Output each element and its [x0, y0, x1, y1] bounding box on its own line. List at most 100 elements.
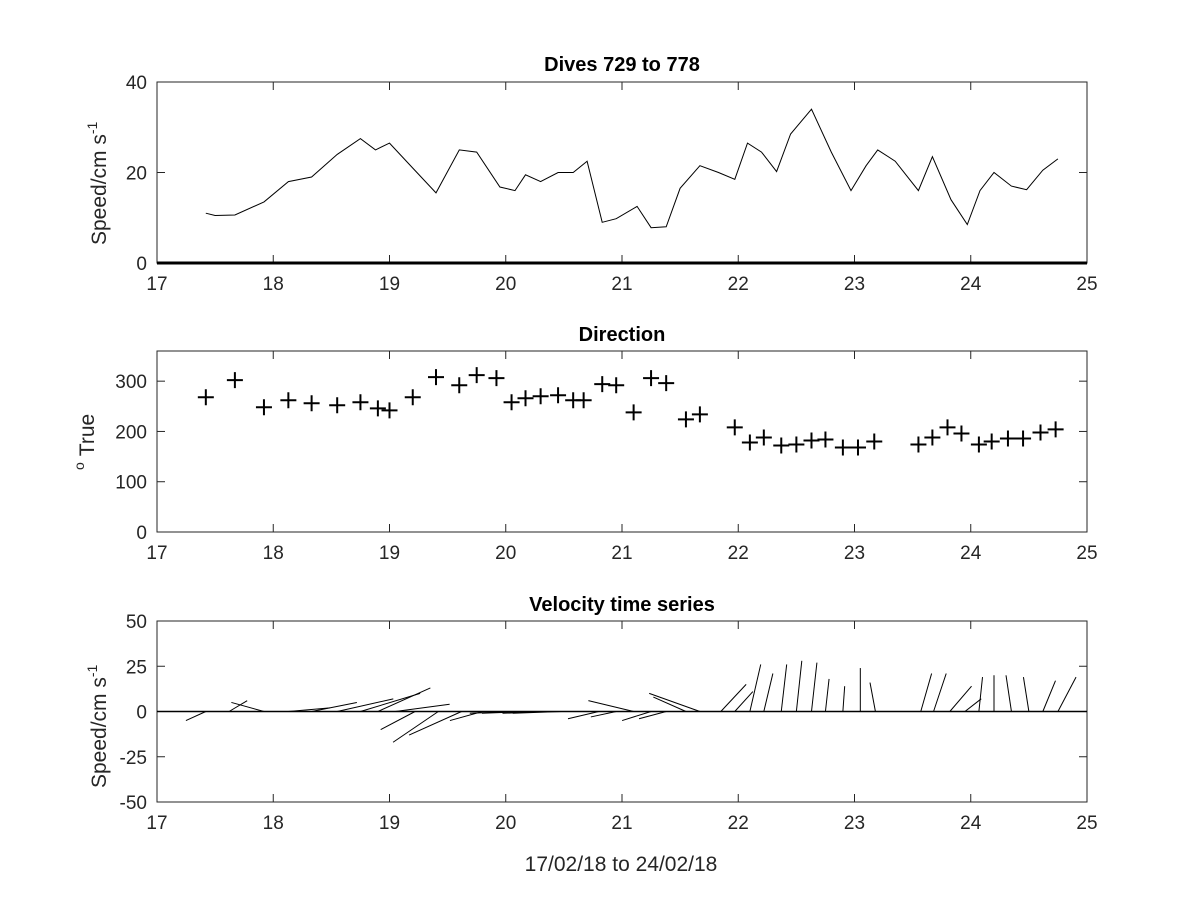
direction-axes-box [156, 350, 1088, 533]
direction-point [817, 431, 834, 448]
direction-panel: Direction 17 18 19 20 21 22 23 24 25 0 100 200 300 o… [71, 324, 1098, 564]
direction-point [352, 394, 369, 411]
direction-point [924, 429, 941, 446]
velocity-vector [649, 692, 701, 712]
direction-point [625, 404, 642, 421]
direction-y-tick-label: 100 [115, 473, 147, 494]
speed-chart-title: Dives 729 to 778 [544, 54, 700, 76]
direction-axis-ticks: 17 18 19 20 21 22 23 24 25 0 100 200 300 [115, 351, 1098, 564]
speed-y-tick-label: 20 [126, 164, 147, 185]
velocity-vector [780, 664, 788, 712]
velocity-vector [920, 673, 933, 712]
speed-y-axis-label: Speed/cm s-1 [84, 121, 111, 245]
velocity-vector [763, 673, 774, 712]
velocity-y-axis-label-superscript: -1 [84, 664, 100, 677]
velocity-y-tick-label: 25 [126, 657, 147, 678]
direction-point [608, 377, 625, 394]
velocity-vector [824, 678, 830, 712]
velocity-x-tick-label: 24 [960, 813, 982, 834]
velocity-vector [392, 711, 439, 743]
velocity-vector [408, 711, 462, 736]
velocity-y-tick-label: -50 [120, 793, 147, 814]
velocity-x-tick-label: 25 [1076, 813, 1097, 834]
direction-point [788, 436, 805, 453]
direction-x-tick-label: 19 [379, 543, 400, 564]
velocity-panel: Velocity time series 17 18 19 20 21 22 23 24 25 -… [84, 594, 1098, 876]
direction-point [517, 390, 534, 407]
direction-point [910, 436, 927, 453]
direction-y-tick-label: 300 [115, 372, 147, 393]
speed-y-tick-label: 40 [126, 73, 147, 94]
direction-point [677, 411, 694, 428]
velocity-y-tick-label: 50 [126, 612, 147, 633]
direction-point [503, 394, 520, 411]
velocity-vector [795, 660, 803, 712]
direction-y-axis-label-text: True [76, 414, 99, 456]
velocity-chart-title: Velocity time series [529, 594, 715, 616]
velocity-axis-ticks: 17 18 19 20 21 22 23 24 25 -50 -25 0 25 50 [120, 612, 1098, 834]
speed-axes-box [156, 81, 1088, 264]
speed-x-tick-label: 17 [146, 274, 167, 295]
direction-point [226, 372, 243, 389]
velocity-vector [360, 692, 421, 712]
velocity-vector [1022, 677, 1030, 712]
speed-x-tick-label: 18 [263, 274, 284, 295]
direction-point [1032, 424, 1049, 441]
velocity-vector [734, 691, 754, 712]
direction-point [658, 375, 675, 392]
direction-point [280, 392, 297, 409]
direction-point [451, 377, 468, 394]
speed-panel: Dives 729 to 778 17 18 19 20 21 22 23 24 25 0 20 40… [84, 54, 1098, 295]
speed-x-tick-label: 20 [495, 274, 516, 295]
velocity-vector [964, 698, 982, 712]
velocity-vector [228, 700, 248, 712]
direction-point [468, 367, 485, 384]
speed-series [157, 108, 1087, 265]
direction-point [428, 369, 444, 386]
direction-y-tick-label: 0 [136, 523, 147, 544]
speed-x-tick-label: 25 [1076, 274, 1097, 295]
direction-y-axis-label-prefix: o [71, 462, 87, 470]
direction-point [404, 389, 421, 406]
direction-x-tick-label: 24 [960, 543, 982, 564]
velocity-x-tick-label: 23 [844, 813, 865, 834]
direction-point [488, 370, 505, 387]
direction-point [550, 387, 567, 404]
speed-axis-ticks: 17 18 19 20 21 22 23 24 25 0 20 40 [126, 73, 1098, 295]
speed-y-axis-label-superscript: -1 [84, 121, 100, 134]
velocity-vector [810, 662, 818, 712]
speed-line [205, 108, 1059, 229]
direction-point [773, 437, 790, 454]
direction-x-tick-label: 18 [263, 543, 284, 564]
direction-y-axis-label: o True [71, 414, 99, 470]
direction-point [741, 434, 758, 451]
velocity-x-axis-label: 17/02/18 to 24/02/18 [525, 853, 718, 876]
direction-point [329, 397, 346, 414]
direction-point [575, 392, 592, 409]
velocity-vector [949, 685, 972, 712]
velocity-vector [933, 673, 947, 712]
direction-point [726, 419, 743, 436]
direction-x-tick-label: 21 [611, 543, 632, 564]
direction-point [999, 430, 1016, 447]
direction-point [849, 439, 866, 456]
direction-y-tick-label: 200 [115, 422, 147, 443]
speed-x-tick-label: 22 [728, 274, 749, 295]
velocity-vector [869, 682, 876, 712]
velocity-x-tick-label: 22 [728, 813, 749, 834]
velocity-vector [638, 711, 667, 720]
velocity-vector [567, 711, 599, 720]
velocity-vector [653, 696, 687, 712]
direction-point [691, 406, 708, 423]
velocity-x-tick-label: 18 [263, 813, 284, 834]
speed-x-tick-label: 24 [960, 274, 982, 295]
speed-y-tick-label: 0 [136, 254, 147, 275]
velocity-series [157, 660, 1087, 743]
direction-point [643, 370, 660, 387]
direction-point [532, 388, 549, 405]
velocity-vector [1042, 680, 1056, 712]
velocity-vector [1005, 675, 1012, 712]
direction-point [1015, 430, 1032, 447]
velocity-y-axis-label-text: Speed/cm s [88, 677, 111, 788]
